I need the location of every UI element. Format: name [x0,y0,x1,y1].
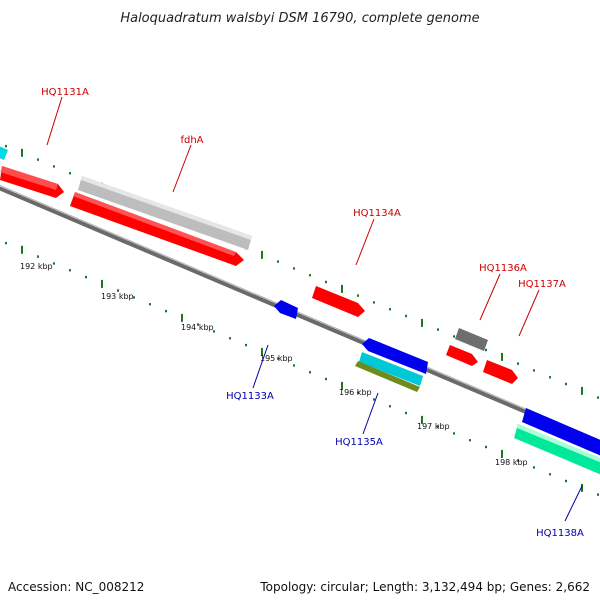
gene-red-1136[interactable] [446,345,478,366]
gene-label-hq1131a[interactable]: HQ1131A [41,87,89,98]
gene-label-hq1137a[interactable]: HQ1137A [518,279,566,290]
gene-hq1136a[interactable] [455,328,488,351]
reverse-tick-ring [5,241,599,496]
accession-text: Accession: NC_008212 [8,580,145,594]
backbone [0,184,600,446]
gene-label-hq1134a[interactable]: HQ1134A [353,208,401,219]
tick-label-196kbp: 196 kbp [339,388,372,397]
gene-hq1131a-highlight [0,166,58,190]
tick-label-198kbp: 198 kbp [495,458,528,467]
gene-labels: HQ1131A fdhA HQ1134A HQ1136A HQ1137A HQ1… [41,87,584,539]
tick-label-193kbp: 193 kbp [101,292,134,301]
topology-text: Topology: circular; Length: 3,132,494 bp… [260,580,590,594]
gene-blue-right[interactable] [522,408,600,458]
tick-label-194kbp: 194 kbp [181,323,214,332]
gene-hq1134a[interactable] [312,286,365,317]
tick-label-195kbp: 195 kbp [260,354,293,363]
gene-label-hq1133a[interactable]: HQ1133A [226,391,274,402]
gene-cyan-left[interactable] [0,142,8,160]
label-leaders [46,96,583,522]
tick-labels: 192 kbp 193 kbp 194 kbp 195 kbp 196 kbp … [20,262,528,467]
gene-red-long-highlight [73,192,236,256]
gene-hq1135a-olive[interactable] [355,361,420,392]
gene-fdha[interactable] [78,176,252,250]
gene-hq1138a[interactable] [514,424,600,476]
gene-hq1137a[interactable] [483,360,518,384]
gene-label-hq1136a[interactable]: HQ1136A [479,263,527,274]
map-title: Haloquadratum walsbyi DSM 16790, complet… [120,11,479,26]
tick-label-192kbp: 192 kbp [20,262,53,271]
gene-label-hq1135a[interactable]: HQ1135A [335,437,383,448]
gene-hq1133a[interactable] [274,300,298,319]
gene-fdha-highlight [81,176,252,240]
gene-label-fdha[interactable]: fdhA [180,135,203,146]
tick-label-197kbp: 197 kbp [417,422,450,431]
gene-blue-1135[interactable] [362,338,428,374]
gene-hq1138a-highlight [517,424,600,463]
gene-hq1135a-cyan[interactable] [359,352,423,386]
gene-label-hq1138a[interactable]: HQ1138A [536,528,584,539]
gene-features [0,142,600,476]
